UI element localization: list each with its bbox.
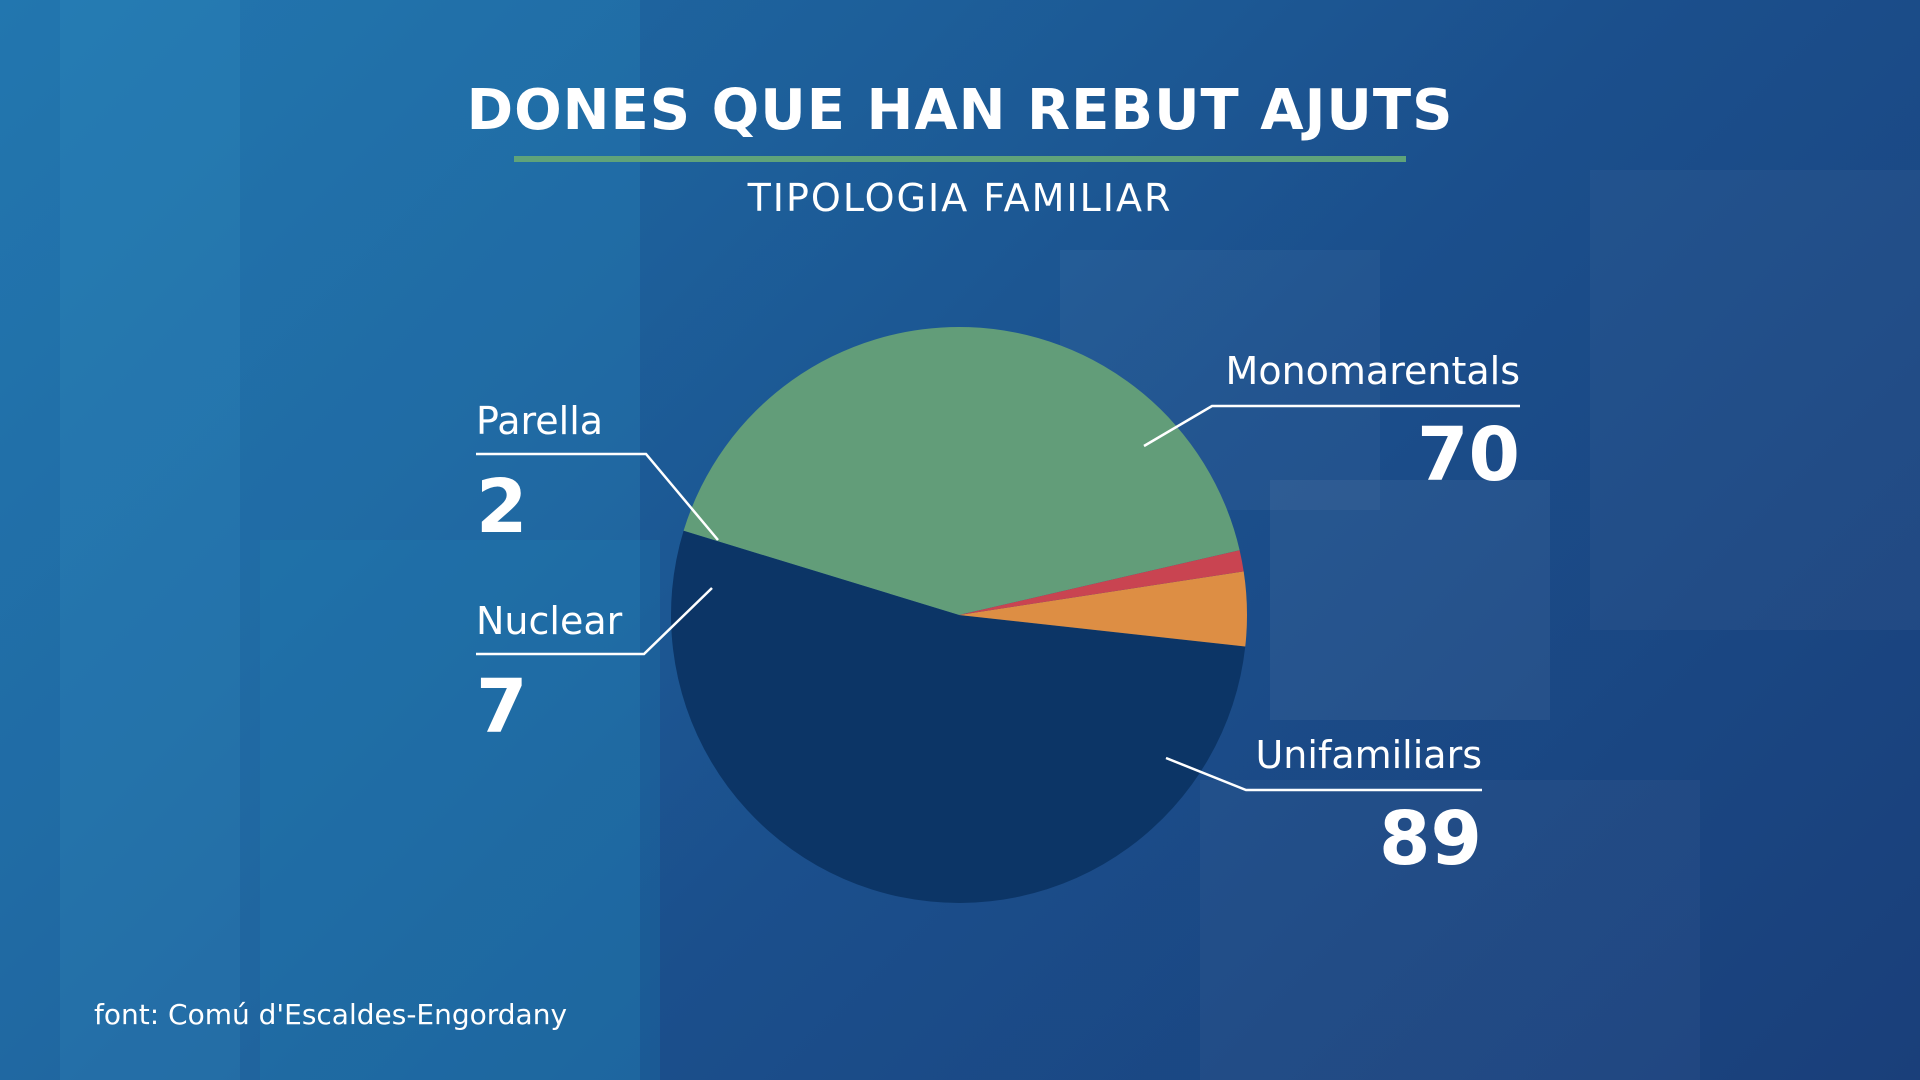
pie-slice-parella: [959, 550, 1244, 615]
slice-label-unifamiliars: Unifamiliars: [1255, 733, 1482, 777]
pie-slice-monomarentals: [683, 326, 1240, 615]
leader-line-parella: [476, 452, 719, 541]
slice-value-nuclear: 7: [476, 664, 528, 750]
leader-line-unifamiliars: [1165, 756, 1482, 792]
slice-label-nuclear: Nuclear: [476, 599, 623, 643]
leader-line-nuclear: [476, 587, 713, 656]
slice-label-monomarentals: Monomarentals: [1226, 349, 1520, 393]
page-subtitle: TIPOLOGIA FAMILIAR: [747, 176, 1173, 220]
pie-slice-unifamiliars: [671, 530, 1246, 903]
source-note: font: Comú d'Escaldes-Engordany: [94, 998, 568, 1031]
page-title: DONES QUE HAN REBUT AJUTS: [466, 78, 1454, 143]
pie-slices: [671, 326, 1248, 903]
slice-value-unifamiliars: 89: [1379, 796, 1482, 882]
title-underline: [514, 156, 1406, 162]
leader-line-monomarentals: [1143, 404, 1520, 448]
label-monomarentals: Monomarentals 70: [1143, 349, 1520, 498]
label-unifamiliars: Unifamiliars 89: [1165, 733, 1482, 882]
slice-label-parella: Parella: [476, 399, 603, 443]
label-parella: Parella 2: [476, 399, 719, 550]
slice-value-parella: 2: [476, 464, 528, 550]
slice-value-monomarentals: 70: [1417, 412, 1520, 498]
label-nuclear: Nuclear 7: [476, 587, 713, 750]
pie-slice-nuclear: [959, 571, 1248, 647]
